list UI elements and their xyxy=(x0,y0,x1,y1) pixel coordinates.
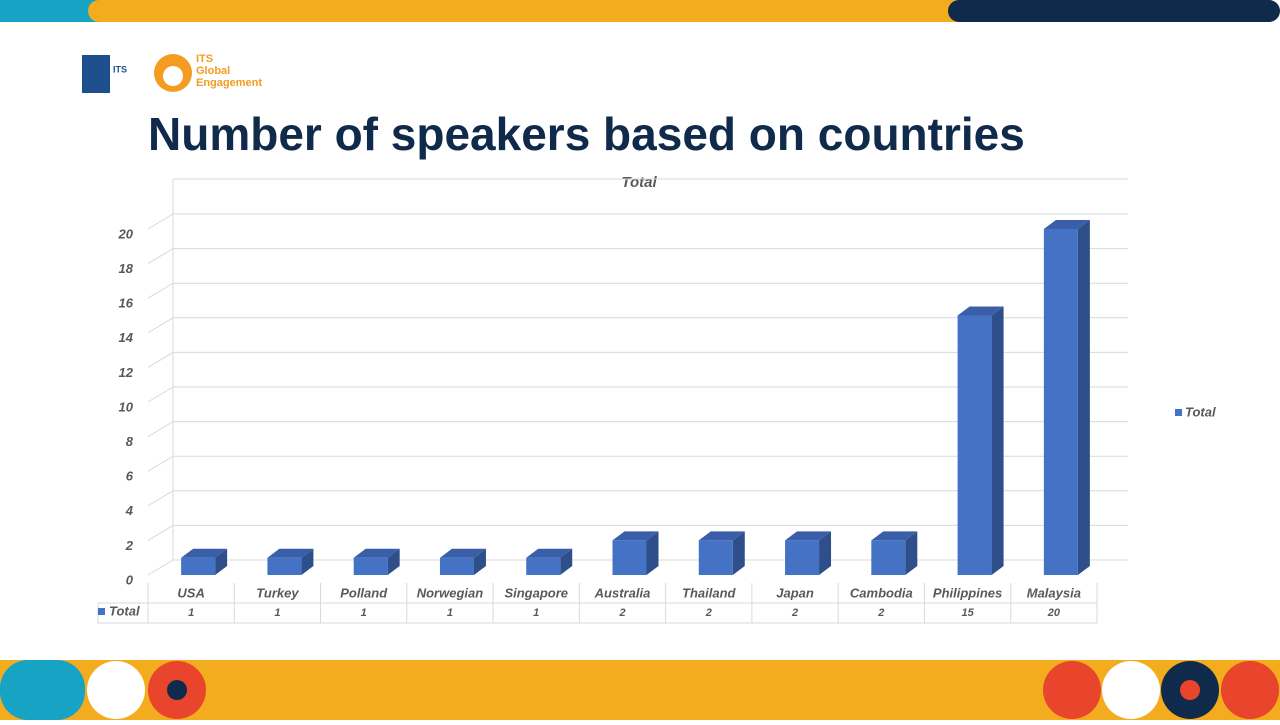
engagement-text: Global xyxy=(196,65,230,77)
bar xyxy=(698,540,733,575)
bar xyxy=(353,557,388,575)
chart-title: Total xyxy=(621,174,657,191)
x-tick-label: USA xyxy=(177,585,204,600)
bar xyxy=(267,557,302,575)
x-tick-label: Philippines xyxy=(933,585,1002,600)
bar-top xyxy=(698,531,745,541)
bar xyxy=(871,540,906,575)
y-tick-label: 12 xyxy=(119,365,134,380)
x-tick-label: Japan xyxy=(776,585,814,600)
table-value: 1 xyxy=(188,607,194,619)
bar-top xyxy=(353,548,400,558)
bar xyxy=(526,557,561,575)
bar-side xyxy=(387,548,400,575)
y-tick-label: 4 xyxy=(125,503,134,518)
table-value: 2 xyxy=(791,607,798,619)
y-tick-label: 20 xyxy=(118,226,134,241)
x-tick-label: Turkey xyxy=(256,585,299,600)
x-tick-label: Cambodia xyxy=(850,585,913,600)
bar-top xyxy=(439,548,486,558)
bar-side xyxy=(991,306,1004,575)
bar-top xyxy=(267,548,314,558)
bar-top xyxy=(871,531,918,541)
table-value: 1 xyxy=(533,607,539,619)
table-value: 1 xyxy=(274,607,280,619)
x-tick-label: Polland xyxy=(340,585,388,600)
table-value: 2 xyxy=(705,607,712,619)
icon xyxy=(1043,661,1101,719)
icon xyxy=(1221,661,1279,719)
table-value: 15 xyxy=(961,607,974,619)
x-tick-label: Singapore xyxy=(504,585,568,600)
x-tick-label: Malaysia xyxy=(1027,585,1081,600)
bar-side xyxy=(732,531,745,575)
bar-top xyxy=(181,548,228,558)
icon xyxy=(87,661,145,719)
bar xyxy=(181,557,216,575)
table-row-label: Total xyxy=(109,603,140,618)
slide-title: Number of speakers based on countries xyxy=(148,108,1025,160)
bar xyxy=(785,540,820,575)
x-tick-label: Thailand xyxy=(682,585,737,600)
bar-top xyxy=(957,306,1004,316)
bar-side xyxy=(905,531,918,575)
table-legend-key xyxy=(98,608,105,615)
top-teal xyxy=(0,0,110,22)
y-tick-label: 18 xyxy=(119,261,134,276)
bar-side xyxy=(560,548,573,575)
bottom-teal xyxy=(0,660,85,720)
y-tick-label: 14 xyxy=(119,330,134,345)
engagement-logo-inner xyxy=(163,66,183,86)
icon xyxy=(1180,680,1200,700)
bar-side xyxy=(473,548,486,575)
y-tick-label: 8 xyxy=(126,434,134,449)
bar-side xyxy=(1077,220,1090,575)
table-value: 2 xyxy=(618,607,625,619)
bar-top xyxy=(526,548,573,558)
legend-label: Total xyxy=(1185,404,1216,419)
engagement-text: ITS xyxy=(196,53,213,65)
legend-key xyxy=(1175,409,1182,416)
bar-side xyxy=(215,548,228,575)
its-logo xyxy=(82,55,110,93)
bar xyxy=(439,557,474,575)
y-tick-label: 2 xyxy=(125,538,134,553)
bar-side xyxy=(646,531,659,575)
bar xyxy=(1043,229,1078,575)
table-value: 20 xyxy=(1047,607,1061,619)
y-tick-label: 6 xyxy=(126,469,134,484)
bar-side xyxy=(301,548,314,575)
icon xyxy=(167,680,187,700)
y-tick-label: 16 xyxy=(119,296,134,311)
bar-top xyxy=(1043,220,1090,229)
top-orange xyxy=(88,0,968,22)
bar xyxy=(957,315,992,575)
y-tick-label: 10 xyxy=(119,399,134,414)
table-value: 2 xyxy=(877,607,884,619)
engagement-text: Engagement xyxy=(196,77,262,89)
x-tick-label: Australia xyxy=(594,585,651,600)
top-navy xyxy=(948,0,1280,22)
bar xyxy=(612,540,647,575)
table-value: 1 xyxy=(361,607,367,619)
bar-top xyxy=(785,531,832,541)
y-tick-label: 0 xyxy=(126,572,134,587)
bar-side xyxy=(819,531,832,575)
its-logo-text: ITS xyxy=(113,64,127,74)
table-value: 1 xyxy=(447,607,453,619)
x-tick-label: Norwegian xyxy=(417,585,484,600)
icon xyxy=(1102,661,1160,719)
bar-top xyxy=(612,531,659,541)
